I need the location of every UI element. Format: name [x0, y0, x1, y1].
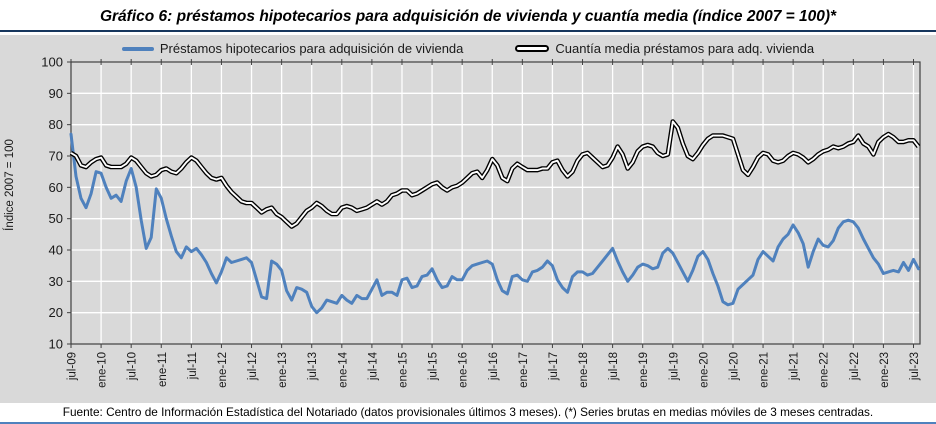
y-tick-label: 90	[49, 86, 63, 101]
x-tick-label: jul-12	[247, 352, 259, 381]
x-tick-label: jul-10	[127, 352, 139, 381]
x-tick-label: ene-16	[458, 352, 470, 388]
x-tick-label: ene-21	[759, 352, 771, 388]
x-tick-label: jul-18	[608, 352, 620, 381]
x-tick-label: jul-13	[307, 352, 319, 381]
x-tick-label: ene-23	[879, 352, 891, 388]
x-tick-label: ene-17	[518, 352, 530, 388]
x-tick-label: ene-13	[277, 352, 289, 388]
series-cuantia-line-core	[70, 120, 920, 228]
x-tick-label: jul-14	[367, 351, 379, 381]
title-bar: Gráfico 6: préstamos hipotecarios para a…	[0, 0, 936, 32]
legend-label-prestamos: Préstamos hipotecarios para adquisición …	[159, 41, 464, 56]
y-tick-label: 70	[49, 149, 63, 164]
y-tick-label: 40	[49, 243, 63, 258]
y-tick-label: 50	[49, 211, 63, 226]
x-tick-label: jul-15	[428, 352, 440, 381]
x-tick-label: jul-22	[849, 352, 861, 381]
y-tick-label: 20	[49, 305, 63, 320]
x-tick-label: ene-11	[157, 352, 169, 387]
y-tick-label: 60	[49, 180, 63, 195]
x-tick-label: ene-15	[397, 352, 409, 388]
y-tick-label: 100	[41, 55, 63, 70]
x-tick-label: ene-14	[337, 351, 349, 387]
chart-title: Gráfico 6: préstamos hipotecarios para a…	[99, 7, 837, 25]
y-tick-label: 30	[49, 274, 63, 289]
x-tick-label: ene-19	[638, 352, 650, 388]
x-tick-label: ene-20	[698, 352, 710, 388]
series-prestamos-line	[69, 132, 920, 315]
chart-panel: 100 90 80 70 60 50 40 30 20 10 jul-09 ene-10 jul-10 e…	[0, 35, 936, 403]
x-tick-label: ene-12	[217, 352, 229, 388]
y-tick-label: 10	[49, 337, 63, 352]
x-tick-label: jul-11	[187, 352, 199, 380]
legend-label-cuantia: Cuantía media préstamos para adq. vivien…	[555, 41, 815, 56]
x-tick-label: jul-09	[67, 352, 79, 381]
legend-item-prestamos: Préstamos hipotecarios para adquisición …	[121, 41, 464, 56]
plot-border	[70, 61, 921, 345]
y-axis-title: Índice 2007 = 100	[3, 139, 16, 231]
x-tick-label: jul-16	[488, 352, 500, 381]
series-cuantia-line	[69, 119, 921, 229]
y-tick-label: 80	[49, 117, 63, 132]
source-footer: Fuente: Centro de Información Estadístic…	[0, 403, 936, 421]
x-tick-label: ene-10	[97, 352, 109, 388]
blue-line-sample-icon	[121, 46, 154, 51]
x-tick-label: jul-23	[909, 352, 921, 381]
double-line-sample-icon	[515, 45, 550, 52]
legend-item-cuantia: Cuantía media préstamos para adq. vivien…	[515, 41, 814, 56]
source-footer-text: Fuente: Centro de Información Estadístic…	[62, 405, 874, 419]
chart-legend: Préstamos hipotecarios para adquisición …	[0, 41, 936, 56]
chart-plot-area: 100 90 80 70 60 50 40 30 20 10 jul-09 ene-10 jul-10 e…	[3, 55, 921, 388]
x-tick-label: jul-19	[668, 352, 680, 381]
x-tick-label: jul-21	[789, 352, 801, 381]
bottom-rule	[0, 422, 936, 424]
x-tick-label: jul-20	[728, 352, 740, 381]
x-tick-label: ene-22	[819, 352, 831, 388]
x-tick-label: ene-18	[578, 352, 590, 388]
x-tick-label: jul-17	[548, 352, 560, 381]
